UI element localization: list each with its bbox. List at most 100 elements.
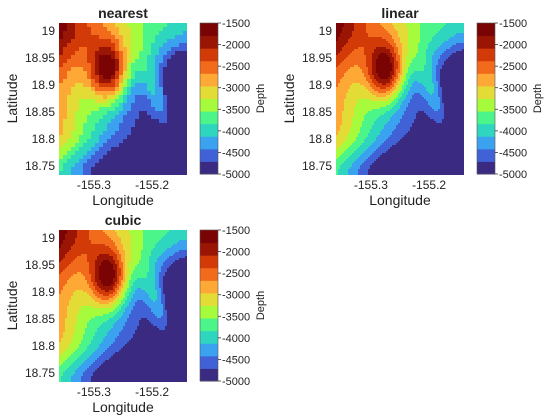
heatmap-cell xyxy=(426,99,428,101)
heatmap-cell xyxy=(350,37,352,39)
heatmap-cell xyxy=(460,55,462,57)
heatmap-cell xyxy=(167,55,171,59)
heatmap-cell xyxy=(386,113,388,115)
heatmap-cell xyxy=(342,75,344,77)
heatmap-cell xyxy=(400,71,402,73)
heatmap-cell xyxy=(346,127,348,129)
heatmap-cell xyxy=(420,59,422,61)
heatmap-cell xyxy=(386,127,388,129)
heatmap-cell xyxy=(462,55,464,57)
heatmap-cell xyxy=(159,151,163,155)
heatmap-cell xyxy=(362,127,364,129)
heatmap-cell xyxy=(444,77,446,79)
heatmap-cell xyxy=(358,57,360,59)
heatmap-cell xyxy=(398,93,400,95)
heatmap-cell xyxy=(171,155,175,159)
heatmap-cell xyxy=(440,83,442,85)
heatmap-cell xyxy=(95,155,99,159)
heatmap-cell xyxy=(454,99,456,101)
heatmap-cell xyxy=(352,111,354,113)
heatmap-cell xyxy=(163,147,167,151)
heatmap-cell xyxy=(446,77,448,79)
heatmap-cell xyxy=(362,53,364,55)
heatmap-cell xyxy=(103,135,107,139)
heatmap-cell xyxy=(139,135,143,139)
heatmap-cell xyxy=(366,47,368,49)
heatmap-cell xyxy=(79,51,83,55)
heatmap-cell xyxy=(107,95,111,99)
heatmap-cell xyxy=(422,89,424,91)
heatmap-cell xyxy=(424,69,426,71)
heatmap-cell xyxy=(392,117,394,119)
heatmap-cell xyxy=(404,29,406,31)
heatmap-cell xyxy=(354,115,356,117)
heatmap-cell xyxy=(372,27,374,29)
heatmap-cell xyxy=(416,25,418,27)
heatmap-cell xyxy=(151,55,155,59)
heatmap-cell xyxy=(390,125,392,127)
heatmap-cell xyxy=(454,101,456,103)
heatmap-cell xyxy=(460,27,462,29)
heatmap-cell xyxy=(436,135,438,137)
heatmap-cell xyxy=(452,39,454,41)
heatmap-cell xyxy=(360,107,362,109)
heatmap-cell xyxy=(340,87,342,89)
heatmap-cell xyxy=(448,89,450,91)
heatmap-cell xyxy=(147,171,151,175)
heatmap-cell xyxy=(364,45,366,47)
heatmap-cell xyxy=(372,37,374,39)
heatmap-cell xyxy=(454,39,456,41)
heatmap-cell xyxy=(392,109,394,111)
heatmap-cell xyxy=(111,127,115,131)
heatmap-cell xyxy=(352,95,354,97)
heatmap-cell xyxy=(139,71,143,75)
heatmap-cell xyxy=(362,139,364,141)
heatmap-cell xyxy=(400,31,402,33)
heatmap-cell xyxy=(422,127,424,129)
heatmap-cell xyxy=(352,61,354,63)
heatmap-cell xyxy=(67,151,71,155)
heatmap-cell xyxy=(336,51,338,53)
heatmap-cell xyxy=(356,83,358,85)
heatmap-cell xyxy=(404,77,406,79)
heatmap-cell xyxy=(416,55,418,57)
heatmap-cell xyxy=(75,71,79,75)
heatmap-cell xyxy=(406,121,408,123)
heatmap-cell xyxy=(99,75,103,79)
heatmap-cell xyxy=(384,51,386,53)
heatmap-cell xyxy=(59,35,63,39)
heatmap-cell xyxy=(418,27,420,29)
heatmap-cell xyxy=(75,79,79,83)
heatmap-cell xyxy=(452,33,454,35)
heatmap-cell xyxy=(99,163,103,167)
heatmap-cell xyxy=(400,29,402,31)
heatmap-cell xyxy=(360,61,362,63)
heatmap-cell xyxy=(426,33,428,35)
heatmap-cell xyxy=(424,107,426,109)
heatmap-cell xyxy=(400,101,402,103)
heatmap-cell xyxy=(348,65,350,67)
heatmap-cell xyxy=(362,61,364,63)
heatmap-cell xyxy=(370,77,372,79)
heatmap-cell xyxy=(394,101,396,103)
heatmap-cell xyxy=(378,65,380,67)
heatmap-cell xyxy=(370,95,372,97)
heatmap-cell xyxy=(380,105,382,107)
heatmap-cell xyxy=(454,131,456,133)
heatmap-cell xyxy=(408,29,410,31)
heatmap-cell xyxy=(354,105,356,107)
heatmap-cell xyxy=(438,137,440,139)
heatmap-cell xyxy=(434,69,436,71)
heatmap-cell xyxy=(382,29,384,31)
heatmap-cell xyxy=(418,135,420,137)
heatmap-cell xyxy=(183,91,187,95)
heatmap-cell xyxy=(446,123,448,125)
heatmap-cell xyxy=(412,109,414,111)
heatmap-cell xyxy=(390,85,392,87)
heatmap-cell xyxy=(123,35,127,39)
heatmap-cell xyxy=(59,115,63,119)
heatmap-cell xyxy=(366,83,368,85)
heatmap-cell xyxy=(460,91,462,93)
heatmap-cell xyxy=(406,47,408,49)
heatmap-cell xyxy=(438,35,440,37)
